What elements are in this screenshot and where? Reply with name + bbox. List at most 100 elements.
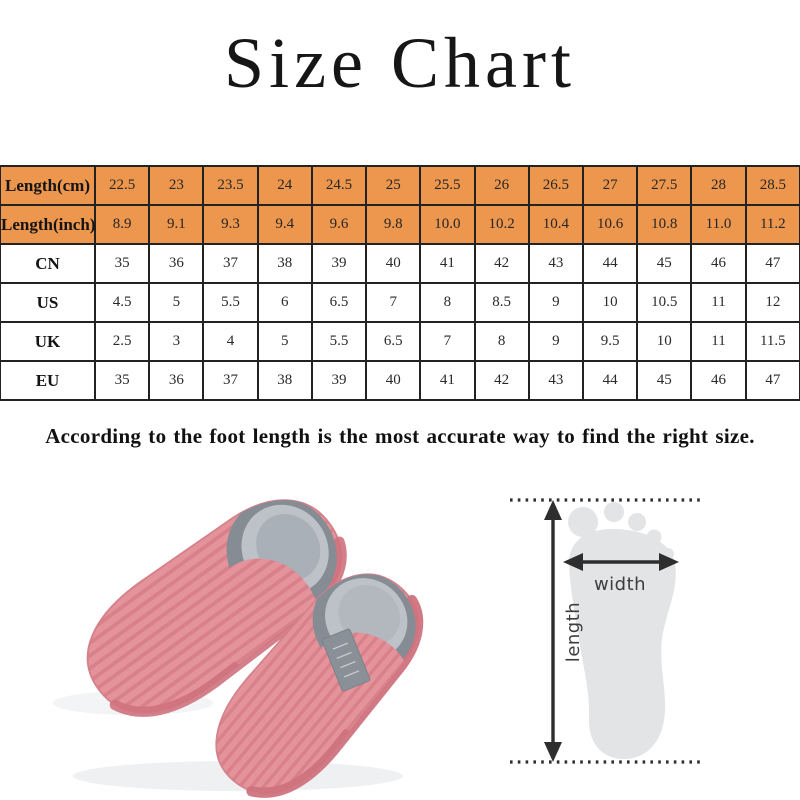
sizing-note: According to the foot length is the most… [45, 424, 755, 448]
size-cell: 8.9 [93, 204, 151, 245]
size-cell: 9.3 [202, 204, 259, 245]
table-row: US 4.5 5 5.5 6 6.5 7 8 8.5 9 10 10.5 11 12 [0, 282, 800, 323]
size-cell: 12 [744, 282, 800, 323]
size-cell: 6.5 [310, 282, 368, 323]
size-cell: 25 [365, 165, 422, 206]
size-cell: 46 [690, 243, 747, 284]
table-row: Length(cm) 22.5 23 23.5 24 24.5 25 25.5 26 26.5 27… [0, 165, 800, 206]
size-cell: 27 [581, 165, 639, 206]
size-cell: 5.5 [310, 321, 368, 362]
size-cell: 6.5 [365, 321, 422, 362]
size-cell: 45 [636, 360, 693, 401]
size-cell: 39 [310, 360, 368, 401]
size-cell: 9.5 [581, 321, 639, 362]
slippers-illustration [53, 497, 424, 798]
size-table-body: Length(cm) 22.5 23 23.5 24 24.5 25 25.5 26 26.5 27… [0, 165, 800, 401]
size-cell: 7 [419, 321, 476, 362]
size-cell: 4 [202, 321, 259, 362]
size-cell: 37 [202, 360, 259, 401]
page-title: Size Chart [224, 23, 576, 103]
size-cell: 5 [148, 282, 205, 323]
size-cell: 5 [256, 321, 313, 362]
size-cell: 47 [744, 360, 800, 401]
slipper-tag [321, 628, 371, 692]
size-cell: 45 [636, 243, 693, 284]
size-cell: 25.5 [419, 165, 476, 206]
size-cell: 43 [527, 243, 584, 284]
size-cell: 11 [690, 282, 747, 323]
size-cell: 35 [93, 243, 151, 284]
length-label: length [563, 602, 584, 662]
size-cell: 38 [256, 360, 313, 401]
row-label: US [0, 282, 96, 323]
size-cell: 9.6 [310, 204, 368, 245]
row-label: Length(cm) [0, 165, 96, 206]
size-cell: 36 [148, 360, 205, 401]
size-cell: 44 [581, 360, 639, 401]
size-cell: 43 [527, 360, 584, 401]
size-cell: 39 [310, 243, 368, 284]
size-cell: 36 [148, 243, 205, 284]
size-cell: 41 [419, 360, 476, 401]
size-cell: 5.5 [202, 282, 259, 323]
size-cell: 26.5 [527, 165, 584, 206]
row-label: EU [0, 360, 96, 401]
size-cell: 2.5 [93, 321, 151, 362]
size-cell: 38 [256, 243, 313, 284]
foot-diagram-svg: width length [510, 498, 705, 764]
size-cell: 10.0 [419, 204, 476, 245]
width-arrow [563, 553, 679, 571]
size-cell: 4.5 [93, 282, 151, 323]
table-row: UK 2.5 3 4 5 5.5 6.5 7 8 9 9.5 10 11 11.5 [0, 321, 800, 362]
row-label: CN [0, 243, 96, 284]
size-cell: 37 [202, 243, 259, 284]
size-cell: 9.1 [148, 204, 205, 245]
foot-icon [568, 502, 676, 759]
size-cell: 23.5 [202, 165, 259, 206]
size-cell: 42 [473, 360, 530, 401]
row-label: Length(inch) [0, 204, 96, 245]
size-cell: 28.5 [744, 165, 800, 206]
width-label: width [594, 574, 646, 595]
size-cell: 24.5 [310, 165, 368, 206]
size-cell: 10.6 [581, 204, 639, 245]
size-cell: 40 [365, 360, 422, 401]
size-cell: 40 [365, 243, 422, 284]
size-cell: 22.5 [93, 165, 151, 206]
size-cell: 44 [581, 243, 639, 284]
size-cell: 7 [365, 282, 422, 323]
size-cell: 9 [527, 321, 584, 362]
size-cell: 10 [636, 321, 693, 362]
size-cell: 41 [419, 243, 476, 284]
size-cell: 9.4 [256, 204, 313, 245]
size-cell: 8.5 [473, 282, 530, 323]
size-cell: 8 [473, 321, 530, 362]
size-cell: 47 [744, 243, 800, 284]
size-cell: 28 [690, 165, 747, 206]
size-cell: 35 [93, 360, 151, 401]
table-row: CN 35 36 37 38 39 40 41 42 43 44 45 46 47 [0, 243, 800, 284]
size-cell: 11.2 [744, 204, 800, 245]
size-cell: 9.8 [365, 204, 422, 245]
size-cell: 11.0 [690, 204, 747, 245]
size-cell: 24 [256, 165, 313, 206]
size-cell: 10.8 [636, 204, 693, 245]
foot-measure-diagram: width length [465, 470, 795, 790]
size-cell: 11 [690, 321, 747, 362]
size-cell: 10 [581, 282, 639, 323]
length-arrow [544, 500, 562, 762]
size-cell: 23 [148, 165, 205, 206]
size-cell: 10.5 [636, 282, 693, 323]
size-cell: 11.5 [744, 321, 800, 362]
size-cell: 3 [148, 321, 205, 362]
slippers-photo [28, 468, 448, 800]
size-cell: 6 [256, 282, 313, 323]
size-cell: 27.5 [636, 165, 693, 206]
row-label: UK [0, 321, 96, 362]
table-row: EU 35 36 37 38 39 40 41 42 43 44 45 46 47 [0, 360, 800, 401]
size-table: Length(cm) 22.5 23 23.5 24 24.5 25 25.5 26 26.5 27… [0, 165, 800, 401]
size-cell: 46 [690, 360, 747, 401]
size-cell: 10.4 [527, 204, 584, 245]
size-cell: 9 [527, 282, 584, 323]
